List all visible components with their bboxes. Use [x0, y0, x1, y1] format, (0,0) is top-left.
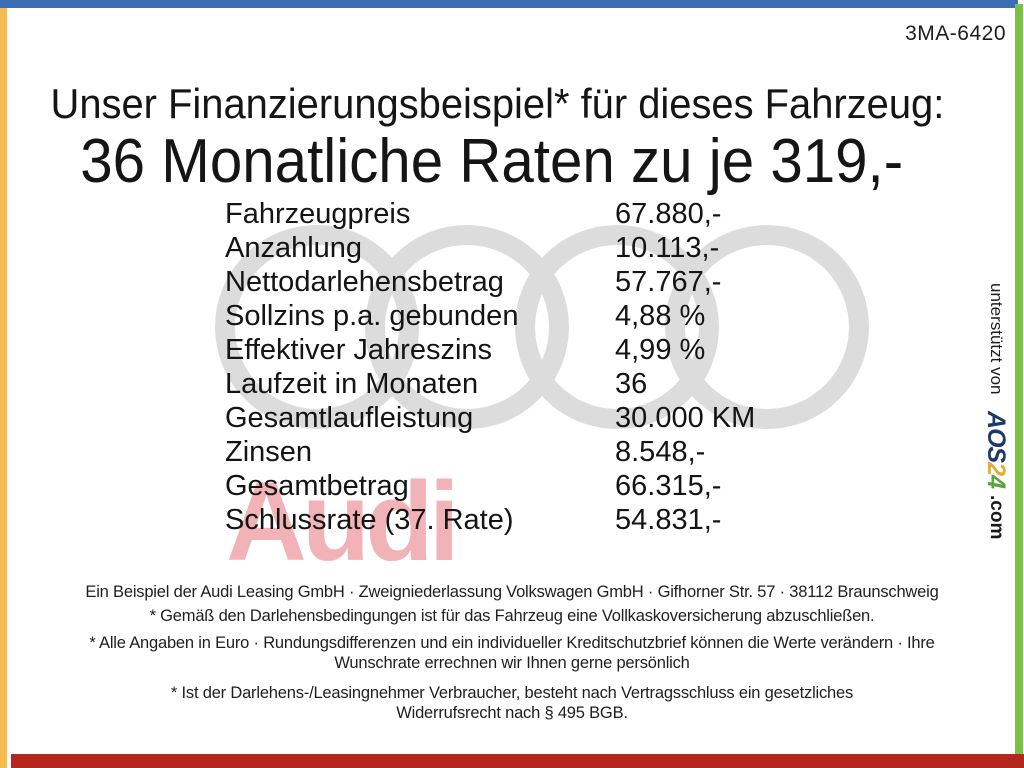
table-row: Anzahlung 10.113,- [225, 231, 755, 265]
bottom-border-stripe [11, 754, 1024, 768]
row-value: 66.315,- [615, 470, 722, 502]
row-label: Anzahlung [225, 232, 363, 264]
table-row: Zinsen 8.548,- [225, 435, 755, 469]
aos24-letter: A [982, 411, 1010, 429]
row-value: 36 [615, 368, 648, 400]
right-border-stripe [1015, 4, 1023, 755]
disclaimer: Ein Beispiel der Audi Leasing GmbH · Zwe… [20, 582, 1004, 723]
aos24-letter: O [982, 428, 1010, 447]
row-value: 4,88 % [615, 300, 706, 332]
vehicle-ref-code: 3MA-6420 [905, 22, 1006, 45]
page-subtitle: 36 Monatliche Raten zu je 319,- [80, 127, 904, 196]
table-row: Effektiver Jahreszins 4,99 % [225, 333, 755, 367]
row-label: Schlussrate (37. Rate) [225, 504, 514, 536]
table-row: Schlussrate (37. Rate) 54.831,- [225, 503, 755, 537]
top-border-stripe [0, 0, 1018, 8]
left-border-stripe [0, 8, 7, 768]
row-label: Zinsen [225, 436, 313, 468]
row-label: Nettodarlehensbetrag [225, 266, 504, 298]
disclaimer-line-withdrawal: * Ist der Darlehens-/Leasingnehmer Verbr… [170, 684, 854, 722]
financing-table: Fahrzeugpreis 67.880,- Anzahlung 10.113,… [225, 197, 755, 537]
row-label: Effektiver Jahreszins [225, 334, 493, 366]
disclaimer-line-company: Ein Beispiel der Audi Leasing GmbH · Zwe… [85, 583, 939, 601]
table-row: Nettodarlehensbetrag 57.767,- [225, 265, 755, 299]
table-row: Fahrzeugpreis 67.880,- [225, 197, 755, 231]
aos24-tld: .com [986, 495, 1007, 540]
disclaimer-line-insurance: * Gemäß den Darlehensbedingungen ist für… [149, 607, 875, 625]
row-value: 67.880,- [615, 198, 722, 230]
row-value: 57.767,- [615, 266, 722, 298]
row-label: Fahrzeugpreis [225, 198, 411, 230]
aos24-letter: 2 [982, 462, 1010, 476]
row-value: 4,99 % [615, 334, 706, 366]
aos24-letter: S [982, 446, 1010, 463]
row-value: 30.000 KM [615, 402, 756, 434]
audi-text-watermark: Audi [226, 459, 460, 584]
row-value: 54.831,- [615, 504, 722, 536]
row-label: Laufzeit in Monaten [225, 368, 479, 400]
row-label: Gesamtbetrag [225, 470, 409, 502]
row-value: 8.548,- [615, 436, 706, 468]
row-value: 10.113,- [615, 232, 720, 264]
page-title: Unser Finanzierungsbeispiel* für dieses … [50, 80, 944, 127]
aos24-letter: 4 [982, 475, 1010, 489]
aos24-logo: AOS24 [982, 411, 1010, 488]
row-label: Gesamtlaufleistung [225, 402, 474, 434]
row-label: Sollzins p.a. gebunden [225, 300, 519, 332]
table-row: Sollzins p.a. gebunden 4,88 % [225, 299, 755, 333]
supporter-banner: unterstützt von AOS24 .com [981, 283, 1010, 539]
audi-rings-icon [215, 225, 869, 429]
supporter-label: unterstützt von [987, 283, 1006, 395]
table-row: Gesamtlaufleistung 30.000 KM [225, 401, 755, 435]
disclaimer-line-euro: * Alle Angaben in Euro · Rundungsdiffere… [89, 634, 935, 672]
table-row: Laufzeit in Monaten 36 [225, 367, 755, 401]
table-row: Gesamtbetrag 66.315,- [225, 469, 755, 503]
